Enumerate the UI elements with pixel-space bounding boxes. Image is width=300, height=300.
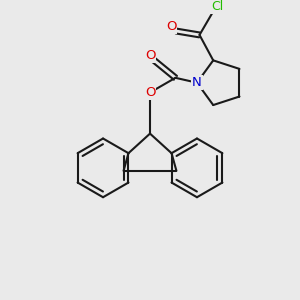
- Text: O: O: [166, 20, 176, 33]
- Text: Cl: Cl: [211, 0, 223, 13]
- Text: O: O: [145, 86, 155, 99]
- Text: O: O: [145, 49, 155, 62]
- Text: N: N: [192, 76, 202, 89]
- Text: N: N: [192, 76, 202, 89]
